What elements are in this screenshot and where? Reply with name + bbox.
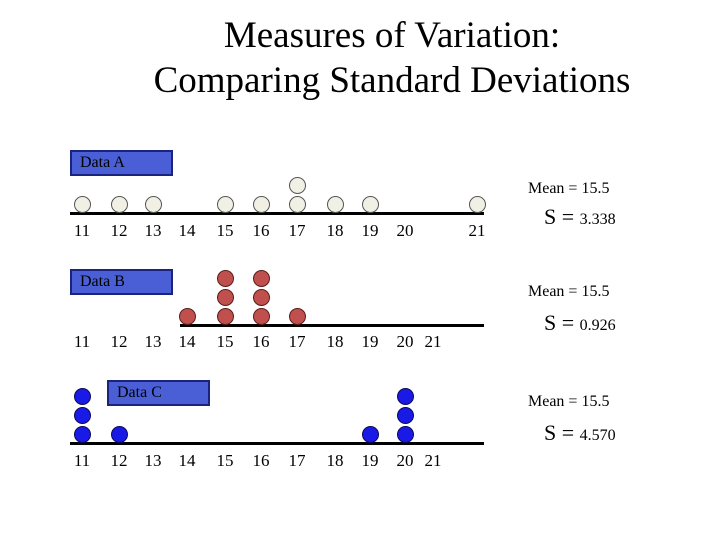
data-dot	[396, 406, 414, 424]
data-dot	[396, 387, 414, 405]
data-dot	[73, 406, 91, 424]
data-dot	[252, 288, 270, 306]
data-dot	[110, 195, 128, 213]
data-dot	[216, 307, 234, 325]
tick-label: 14	[178, 332, 196, 351]
data-b-axis	[180, 324, 484, 327]
tick-label: 12	[110, 221, 128, 240]
tick-label: 11	[73, 332, 91, 351]
tick-label: 11	[73, 451, 91, 470]
data-dot	[288, 195, 306, 213]
data-dot	[361, 195, 379, 213]
tick-label: 20	[396, 332, 414, 351]
data-c-sd-label: S =	[544, 420, 575, 445]
tick-label: 19	[361, 332, 379, 351]
data-a-sd-label: S =	[544, 204, 575, 229]
data-dot	[396, 425, 414, 443]
data-dot	[361, 425, 379, 443]
tick-label: 20	[396, 451, 414, 470]
tick-label: 13	[144, 221, 162, 240]
tick-label: 15	[216, 221, 234, 240]
data-dot	[110, 425, 128, 443]
tick-label: 17	[288, 451, 306, 470]
data-c-sd: S = 4.570	[544, 420, 616, 446]
data-dot	[288, 176, 306, 194]
data-dot	[468, 195, 486, 213]
data-dot	[216, 269, 234, 287]
data-b-sd-value: 0.926	[579, 317, 616, 334]
tick-label: 18	[326, 221, 344, 240]
tick-label: 20	[396, 221, 414, 240]
data-dot	[216, 195, 234, 213]
data-dot	[73, 387, 91, 405]
tick-label: 13	[144, 451, 162, 470]
tick-label: 18	[326, 332, 344, 351]
tick-label: 16	[252, 332, 270, 351]
tick-label: 15	[216, 332, 234, 351]
tick-label: 16	[252, 451, 270, 470]
tick-label: 19	[361, 451, 379, 470]
data-dot	[178, 307, 196, 325]
data-b-mean: Mean = 15.5	[528, 283, 610, 300]
tick-label: 21	[424, 332, 442, 351]
tick-label: 12	[110, 451, 128, 470]
data-dot	[73, 195, 91, 213]
tick-label: 21	[468, 221, 486, 240]
title-line-2: Comparing Standard Deviations	[153, 60, 631, 101]
data-dot	[326, 195, 344, 213]
tick-label: 17	[288, 332, 306, 351]
data-a-label: Data A	[70, 150, 173, 176]
tick-label: 18	[326, 451, 344, 470]
data-a-mean: Mean = 15.5	[528, 180, 610, 197]
data-b-label: Data B	[70, 269, 173, 295]
tick-label: 14	[178, 221, 196, 240]
data-a-axis	[70, 212, 484, 215]
data-c-mean: Mean = 15.5	[528, 393, 610, 410]
data-dot	[216, 288, 234, 306]
tick-label: 17	[288, 221, 306, 240]
data-dot	[252, 195, 270, 213]
data-dot	[252, 307, 270, 325]
tick-label: 15	[216, 451, 234, 470]
tick-label: 19	[361, 221, 379, 240]
tick-label: 14	[178, 451, 196, 470]
data-c-axis	[70, 442, 484, 445]
data-dot	[144, 195, 162, 213]
data-b-sd: S = 0.926	[544, 310, 616, 336]
tick-label: 11	[73, 221, 91, 240]
data-c-sd-value: 4.570	[579, 427, 616, 444]
data-dot	[252, 269, 270, 287]
data-c-label: Data C	[107, 380, 210, 406]
data-a-sd-value: 3.338	[579, 211, 616, 228]
title-line-1: Measures of Variation:	[223, 15, 561, 56]
data-b-sd-label: S =	[544, 310, 575, 335]
data-dot	[73, 425, 91, 443]
tick-label: 21	[424, 451, 442, 470]
tick-label: 16	[252, 221, 270, 240]
data-dot	[288, 307, 306, 325]
data-a-sd: S = 3.338	[544, 204, 616, 230]
tick-label: 13	[144, 332, 162, 351]
tick-label: 12	[110, 332, 128, 351]
